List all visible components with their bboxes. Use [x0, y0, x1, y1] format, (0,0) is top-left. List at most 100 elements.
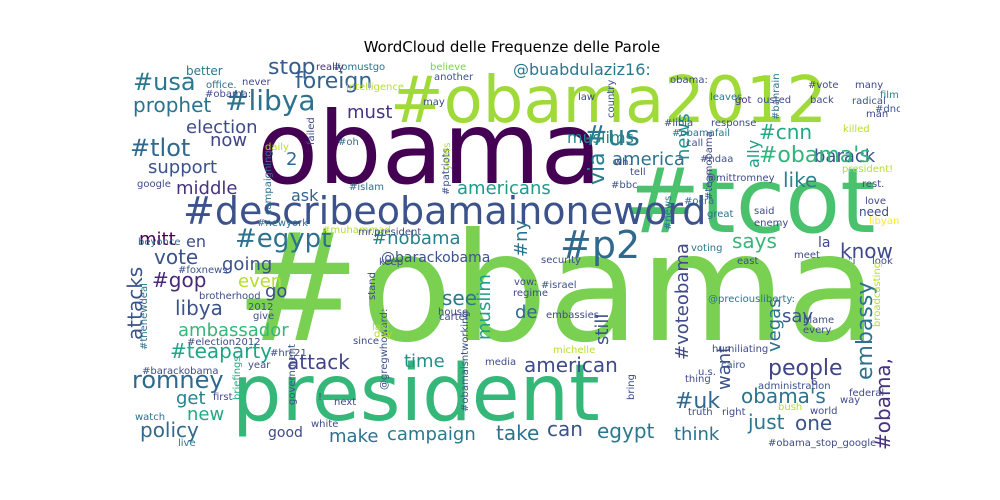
word-188: years [442, 142, 453, 170]
word-95: killed [843, 124, 870, 135]
word-79: better [186, 64, 223, 78]
word-112: #news [663, 196, 674, 230]
word-114: security [541, 255, 581, 266]
word-14: #tlot [130, 134, 190, 162]
word-76: @barackobama [381, 250, 490, 266]
word-86: leaves [710, 92, 742, 103]
word-83: believe [430, 62, 466, 73]
word-158: u.s. [698, 367, 716, 378]
word-150: vow: [514, 277, 537, 288]
word-61: obama's [741, 384, 826, 408]
word-45: time [404, 351, 445, 372]
word-99: call [686, 138, 703, 149]
word-137: first [213, 392, 233, 403]
word-71: campaign [387, 424, 476, 445]
word-162: right [722, 407, 746, 418]
word-152: michelle [553, 345, 595, 356]
word-136: year [248, 360, 271, 371]
word-156: humiliating [712, 344, 768, 355]
word-123: president! [842, 164, 893, 175]
word-26: ally [744, 140, 763, 168]
word-105: #islam [349, 182, 384, 193]
word-116: great [707, 209, 734, 220]
word-180: intelligence [346, 82, 404, 93]
word-32: #nobama [372, 228, 461, 249]
word-2: president [232, 349, 600, 439]
word-149: regime [513, 288, 548, 299]
word-174: failed [306, 117, 317, 145]
word-130: brotherhood [199, 291, 261, 302]
word-63: just [747, 410, 785, 434]
word-161: truth [688, 407, 713, 418]
word-44: attack [287, 350, 350, 374]
word-54: la [818, 235, 830, 251]
word-24: america [612, 149, 685, 170]
word-153: #obamaisntworking [460, 311, 471, 412]
word-69: good [268, 425, 303, 441]
word-115: voting [691, 243, 722, 254]
word-141: government [287, 344, 298, 405]
word-18: must [347, 102, 392, 123]
word-40: go [265, 281, 287, 302]
word-49: still [592, 314, 613, 345]
word-27: via [585, 152, 610, 185]
word-133: #thenewdeal [139, 283, 150, 350]
word-38: even [238, 271, 282, 292]
word-93: #dnc [875, 104, 902, 115]
word-84: another [434, 72, 474, 83]
word-126: "i [848, 256, 855, 267]
word-163: bush [778, 402, 802, 413]
word-13: election [186, 117, 258, 138]
word-75: think [674, 424, 720, 445]
word-159: administration [758, 381, 831, 392]
word-178: never [242, 77, 272, 88]
word-138: watch [135, 412, 165, 423]
word-154: media [485, 357, 516, 368]
word-143: next [334, 397, 356, 408]
word-19: #us [584, 119, 640, 152]
word-67: new [187, 404, 224, 425]
word-170: broadcasting [872, 262, 883, 327]
word-55: embassy [853, 282, 878, 380]
word-175: campaigning [263, 150, 274, 215]
word-65: #obama, [871, 358, 895, 450]
word-131: give [253, 311, 274, 322]
word-68: policy [140, 418, 199, 442]
word-155: @preciousliberty: [708, 294, 795, 305]
word-134: #election2012 [187, 337, 261, 348]
word-22: barack [814, 146, 876, 167]
word-73: can [547, 417, 583, 441]
word-157: cairo [721, 360, 745, 371]
word-58: vegas [764, 298, 785, 352]
word-145: @gregwhoward: [379, 309, 390, 390]
word-30: americans [457, 178, 551, 199]
word-132: 2012 [248, 302, 273, 313]
word-57: #voteobama [672, 243, 693, 360]
word-184: stand [367, 272, 378, 300]
word-8: #libya [225, 84, 316, 117]
word-111: #ocra [684, 196, 714, 207]
word-0: #obama [235, 202, 878, 376]
word-166: federal [849, 388, 884, 399]
word-72: take [496, 421, 539, 445]
word-164: world [810, 406, 838, 417]
word-147: carter [439, 312, 470, 323]
word-179: #obama: [205, 89, 251, 100]
word-124: meet [794, 250, 820, 261]
word-12: prophet [133, 93, 211, 117]
word-56: say [782, 306, 813, 327]
word-80: office. [206, 80, 237, 91]
word-92: radical [852, 96, 886, 107]
word-11: stop [268, 55, 316, 80]
word-183: keep [379, 257, 403, 268]
word-139: briefings [232, 356, 243, 400]
word-5: #describeobamainoneword [183, 189, 706, 233]
word-89: #bahrain [771, 73, 782, 120]
word-151: embassies [546, 310, 599, 321]
word-36: going [222, 254, 272, 275]
word-97: #libia [664, 118, 693, 129]
word-50: american [524, 353, 618, 377]
word-135: #barackobama [142, 366, 219, 377]
word-46: muslim [474, 274, 495, 340]
